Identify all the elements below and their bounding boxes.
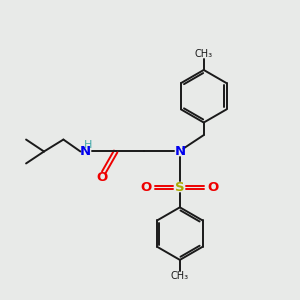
Text: O: O	[208, 181, 219, 194]
Text: CH₃: CH₃	[171, 271, 189, 281]
Text: N: N	[174, 145, 185, 158]
Text: CH₃: CH₃	[195, 49, 213, 58]
Text: O: O	[141, 181, 152, 194]
Text: H: H	[84, 140, 92, 150]
Text: S: S	[175, 181, 185, 194]
Text: N: N	[80, 145, 92, 158]
Text: O: O	[97, 171, 108, 184]
